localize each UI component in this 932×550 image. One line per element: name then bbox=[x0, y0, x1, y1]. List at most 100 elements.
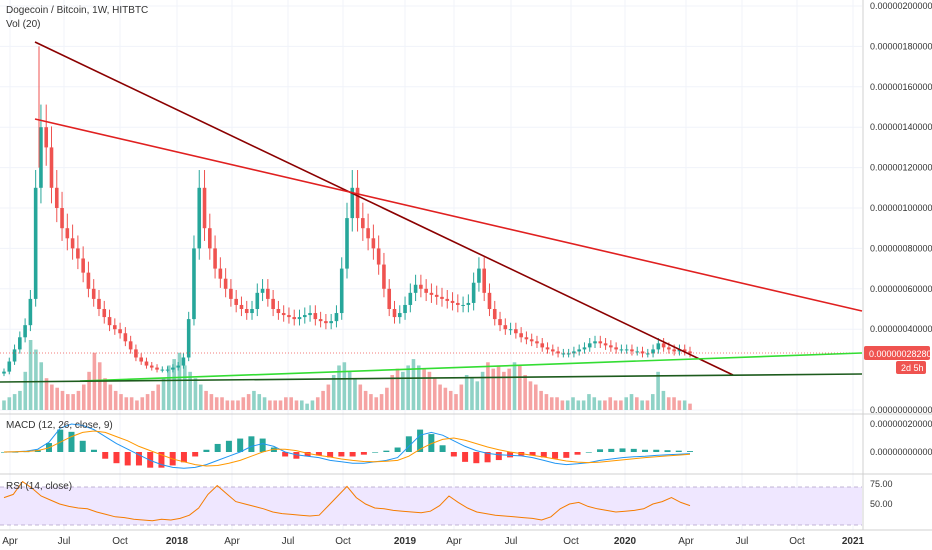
volume-bar bbox=[544, 394, 549, 410]
volume-bar bbox=[454, 394, 458, 410]
volume-bar bbox=[635, 397, 639, 410]
time-tick-label: Apr bbox=[678, 536, 694, 547]
macd-hist-bar bbox=[484, 452, 491, 463]
volume-bar bbox=[443, 387, 448, 410]
time-tick-label: Apr bbox=[446, 536, 462, 547]
candle-body bbox=[54, 187, 59, 208]
volume-bar bbox=[342, 362, 347, 410]
candle-body bbox=[181, 357, 186, 366]
macd-hist-bar bbox=[439, 445, 446, 452]
volume-bar bbox=[193, 378, 198, 410]
grid bbox=[0, 0, 862, 530]
price-tick-label: 0.00000180000 bbox=[870, 41, 932, 51]
candle-body bbox=[281, 313, 286, 316]
macd-hist-bar bbox=[574, 452, 581, 455]
trendline-green[interactable] bbox=[79, 352, 863, 382]
volume-bar bbox=[18, 390, 22, 410]
macd-hist-bar bbox=[450, 452, 457, 457]
volume-bar bbox=[315, 397, 320, 410]
candle-body bbox=[118, 329, 122, 334]
candle-body bbox=[508, 329, 513, 331]
candle-body bbox=[492, 309, 497, 320]
macd-histogram bbox=[1, 429, 693, 468]
macd-hist-bar bbox=[529, 452, 536, 456]
candle-body bbox=[440, 296, 444, 299]
candle-body bbox=[645, 353, 650, 355]
volume-bar bbox=[236, 400, 240, 410]
candle-body bbox=[218, 268, 223, 279]
candle-body bbox=[529, 339, 534, 342]
candle-body bbox=[255, 292, 260, 309]
price-tick-label: 0.00000100000 bbox=[870, 203, 932, 213]
price-tick-label: 0.00000000000 bbox=[870, 405, 932, 415]
time-tick-label: 2018 bbox=[166, 536, 189, 547]
macd-hist-bar bbox=[585, 452, 592, 453]
candle-body bbox=[60, 208, 64, 229]
candle-body bbox=[456, 302, 460, 305]
volume-bar bbox=[608, 397, 613, 410]
volume-bar bbox=[406, 365, 410, 410]
rsi-axis-label: 50.00 bbox=[870, 499, 893, 509]
macd-hist-bar bbox=[619, 448, 626, 452]
volume-bar bbox=[326, 384, 331, 410]
volume-bar bbox=[76, 390, 81, 410]
trendline-dark-green[interactable] bbox=[0, 373, 863, 383]
candle-body bbox=[635, 351, 640, 353]
candle-body bbox=[123, 333, 128, 342]
volume-bar bbox=[103, 378, 107, 410]
volume-bar bbox=[284, 397, 288, 410]
volume-bar bbox=[124, 397, 129, 410]
macd-hist-bar bbox=[12, 452, 19, 453]
volume-bar bbox=[113, 390, 118, 410]
candle-body bbox=[70, 238, 75, 249]
candle-body bbox=[630, 349, 634, 352]
macd-hist-bar bbox=[304, 452, 311, 457]
volume-bar bbox=[305, 403, 309, 410]
volume-bar bbox=[140, 397, 145, 410]
volume-bar bbox=[55, 387, 59, 410]
volume-bar bbox=[502, 371, 506, 410]
candle-body bbox=[450, 300, 455, 303]
candle-body bbox=[371, 238, 376, 249]
macd-hist-bar bbox=[462, 452, 469, 462]
candle-body bbox=[434, 294, 439, 297]
candle-body bbox=[345, 218, 349, 269]
candle-body bbox=[266, 288, 270, 299]
candle-body bbox=[624, 349, 629, 351]
candle-body bbox=[102, 309, 107, 318]
candle-body bbox=[260, 288, 265, 293]
volume-bar bbox=[230, 400, 235, 410]
macd-hist-bar bbox=[203, 449, 210, 452]
macd-hist-bar bbox=[214, 443, 221, 452]
macd-hist-bar bbox=[102, 452, 109, 459]
symbol-title: Dogecoin / Bitcoin, 1W, HITBTC bbox=[6, 5, 148, 16]
volume-bar bbox=[81, 384, 86, 410]
trendline-dark-red[interactable] bbox=[34, 41, 734, 376]
volume-bar bbox=[198, 384, 203, 410]
volume-bar bbox=[480, 371, 485, 410]
macd-hist-bar bbox=[135, 452, 142, 466]
candle-body bbox=[81, 258, 85, 273]
macd-hist-bar bbox=[225, 440, 232, 452]
trendline-red[interactable] bbox=[34, 118, 863, 312]
volume-bar bbox=[156, 384, 161, 410]
macd-indicator-label: MACD (12, 26, close, 9) bbox=[6, 420, 113, 431]
candle-body bbox=[7, 361, 12, 372]
candle-body bbox=[23, 325, 27, 338]
volume-bars bbox=[2, 340, 692, 410]
volume-bar bbox=[177, 352, 182, 410]
volume-bar bbox=[278, 400, 283, 410]
volume-bar bbox=[650, 394, 655, 410]
volume-bar bbox=[491, 368, 496, 410]
volume-bar bbox=[183, 365, 187, 410]
macd-hist-bar bbox=[473, 452, 480, 464]
candle-body bbox=[250, 309, 254, 314]
candle-body bbox=[49, 147, 54, 188]
candle-body bbox=[44, 127, 49, 148]
volume-bar bbox=[385, 387, 389, 410]
macd-hist-bar bbox=[675, 450, 682, 452]
candle-body bbox=[403, 304, 407, 314]
macd-hist-bar bbox=[90, 449, 97, 452]
time-tick-label: Jul bbox=[58, 536, 71, 547]
candle-body bbox=[419, 284, 423, 289]
